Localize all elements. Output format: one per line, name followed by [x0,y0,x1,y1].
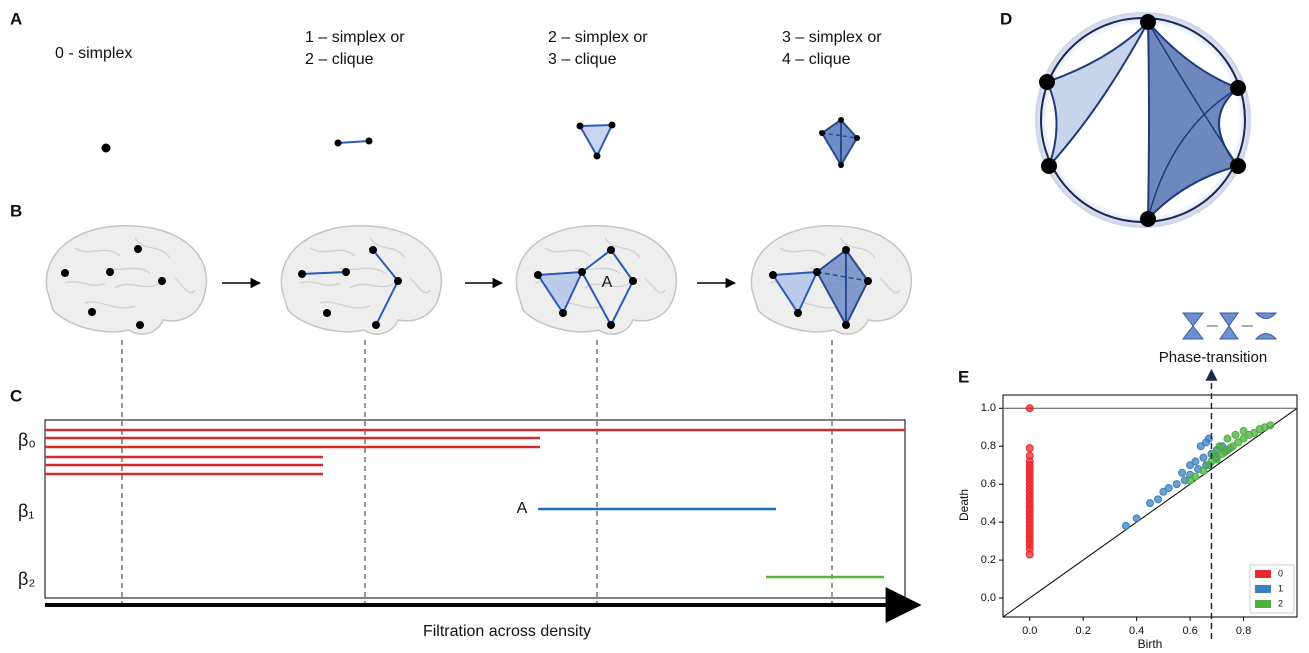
point [1200,454,1207,461]
simplex-caption: 2 – simplex or [548,29,648,46]
point [1179,469,1186,476]
clique-label: A [602,274,613,291]
legend-swatch [1255,600,1271,608]
point [1200,467,1207,474]
phase-icon [1183,313,1276,339]
point [1192,458,1199,465]
x-tick-label: 0.2 [1076,625,1091,637]
y-tick-label: 1.0 [981,402,996,414]
simplex-caption: 3 – clique [548,51,617,68]
legend-swatch [1255,570,1271,578]
legend-label: 2 [1278,598,1283,608]
x-tick-label: 0.4 [1129,625,1144,637]
y-tick-label: 0.0 [981,592,996,604]
panel-label: A [10,9,22,28]
betti-label: β₀ [18,430,36,450]
point [1026,405,1033,412]
x-axis-label: Birth [1138,637,1163,651]
point [1224,435,1231,442]
point [1155,496,1162,503]
simplex-caption: 0 - simplex [55,45,132,62]
betti-label: β₂ [18,569,35,589]
point [1203,439,1210,446]
x-tick-label: 0.8 [1236,625,1251,637]
y-tick-label: 0.8 [981,440,996,452]
panel-label: E [958,367,969,386]
barcode [45,420,918,605]
simplex-shapes [102,117,861,168]
point [1122,522,1129,529]
point [1133,515,1140,522]
point [1165,484,1172,491]
y-axis-label: Death [957,489,971,521]
point [1173,481,1180,488]
x-tick-label: 0.6 [1182,625,1197,637]
point [1026,551,1033,558]
point [1267,422,1274,429]
legend-swatch [1255,585,1271,593]
y-tick-label: 0.4 [981,516,996,528]
point [1026,445,1033,452]
y-tick-label: 0.2 [981,554,996,566]
axis-label: Filtration across density [423,623,591,640]
simplex-caption: 2 – clique [305,51,374,68]
betti-label: β₁ [18,501,34,521]
annotation: Phase-transition [1159,349,1267,366]
bar-label: A [517,500,528,517]
point [1192,473,1199,480]
panel-label: D [1000,9,1012,28]
point [1216,443,1223,450]
legend-label: 0 [1278,568,1283,578]
point [1232,431,1239,438]
simplex-caption: 4 – clique [782,51,851,68]
figure: A B C D E 0 - simplex 1 – simplex or 2 –… [0,0,1309,653]
panel-label: B [10,201,22,220]
simplex-caption: 3 – simplex or [782,29,882,46]
simplex-caption: 1 – simplex or [305,29,405,46]
panel-label: C [10,386,22,405]
brain-networks [46,226,911,605]
x-tick-label: 0.0 [1022,625,1037,637]
persistence-diagram: 0.0 0.2 0.4 0.6 0.8 0.0 0.2 0.4 0.6 0.8 1.0 0 1 2 [981,395,1297,637]
point [1240,428,1247,435]
point [1147,500,1154,507]
legend-label: 1 [1278,583,1283,593]
y-tick-label: 0.6 [981,478,996,490]
clique-circle [1035,12,1251,228]
